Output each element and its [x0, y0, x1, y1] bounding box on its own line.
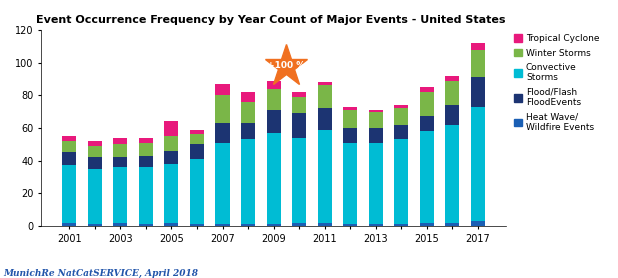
Bar [216, 224, 229, 226]
Bar [369, 111, 383, 128]
Bar [292, 92, 306, 97]
Bar [216, 95, 229, 123]
Bar [446, 105, 459, 125]
Bar [446, 223, 459, 226]
Bar [369, 128, 383, 143]
Bar [471, 43, 485, 49]
Bar [292, 223, 306, 226]
Bar [216, 143, 229, 224]
Bar [88, 224, 102, 226]
Text: Event Occurrence Frequency by Year Count of Major Events - United States: Event Occurrence Frequency by Year Count… [36, 15, 506, 25]
Bar [139, 138, 153, 143]
Bar [318, 223, 332, 226]
Bar [266, 89, 281, 110]
Bar [164, 136, 179, 151]
Bar [164, 121, 179, 136]
Bar [471, 49, 485, 77]
Bar [216, 123, 229, 143]
Bar [113, 138, 127, 144]
Bar [216, 84, 229, 95]
Bar [420, 116, 434, 131]
Bar [113, 223, 127, 226]
Bar [139, 167, 153, 224]
Bar [420, 131, 434, 223]
Bar [446, 125, 459, 223]
Bar [190, 224, 204, 226]
Bar [394, 125, 408, 139]
Bar [113, 144, 127, 157]
Bar [292, 138, 306, 223]
Bar [266, 81, 281, 89]
Bar [343, 107, 357, 110]
Bar [62, 165, 76, 223]
Bar [343, 224, 357, 226]
Bar [318, 108, 332, 130]
Bar [190, 144, 204, 159]
Bar [164, 223, 179, 226]
Text: MunichRe NatCatSERVICE, April 2018: MunichRe NatCatSERVICE, April 2018 [3, 269, 198, 278]
Bar [394, 224, 408, 226]
Bar [292, 113, 306, 138]
Bar [266, 110, 281, 133]
Bar [88, 146, 102, 157]
Bar [139, 156, 153, 167]
Bar [369, 110, 383, 111]
Bar [190, 130, 204, 135]
Bar [420, 87, 434, 92]
Bar [190, 135, 204, 144]
Bar [394, 108, 408, 125]
Bar [343, 128, 357, 143]
Bar [318, 85, 332, 108]
Legend: Tropical Cyclone, Winter Storms, Convective
Storms, Flood/Flash
FloodEvents, Hea: Tropical Cyclone, Winter Storms, Convect… [510, 31, 603, 136]
Bar [164, 164, 179, 223]
Bar [241, 139, 255, 224]
Bar [241, 92, 255, 102]
Bar [241, 123, 255, 139]
Bar [266, 224, 281, 226]
Bar [446, 81, 459, 105]
Bar [88, 157, 102, 169]
Bar [318, 82, 332, 85]
Bar [139, 224, 153, 226]
Bar [292, 97, 306, 113]
Bar [471, 77, 485, 107]
Bar [190, 159, 204, 224]
Bar [471, 221, 485, 226]
Bar [420, 92, 434, 116]
Bar [343, 143, 357, 224]
Bar [62, 136, 76, 141]
Bar [343, 110, 357, 128]
Bar [241, 224, 255, 226]
Bar [394, 139, 408, 224]
Bar [369, 224, 383, 226]
Bar [420, 223, 434, 226]
Bar [113, 157, 127, 167]
Bar [446, 76, 459, 81]
Bar [266, 133, 281, 224]
Bar [471, 107, 485, 221]
Bar [369, 143, 383, 224]
Bar [62, 141, 76, 152]
Bar [62, 223, 76, 226]
Bar [88, 141, 102, 146]
Bar [241, 102, 255, 123]
Bar [62, 152, 76, 165]
Bar [139, 143, 153, 156]
Bar [88, 169, 102, 224]
Bar [113, 167, 127, 223]
Bar [394, 105, 408, 108]
Bar [318, 130, 332, 223]
Text: +100 %: +100 % [267, 61, 305, 70]
Bar [164, 151, 179, 164]
